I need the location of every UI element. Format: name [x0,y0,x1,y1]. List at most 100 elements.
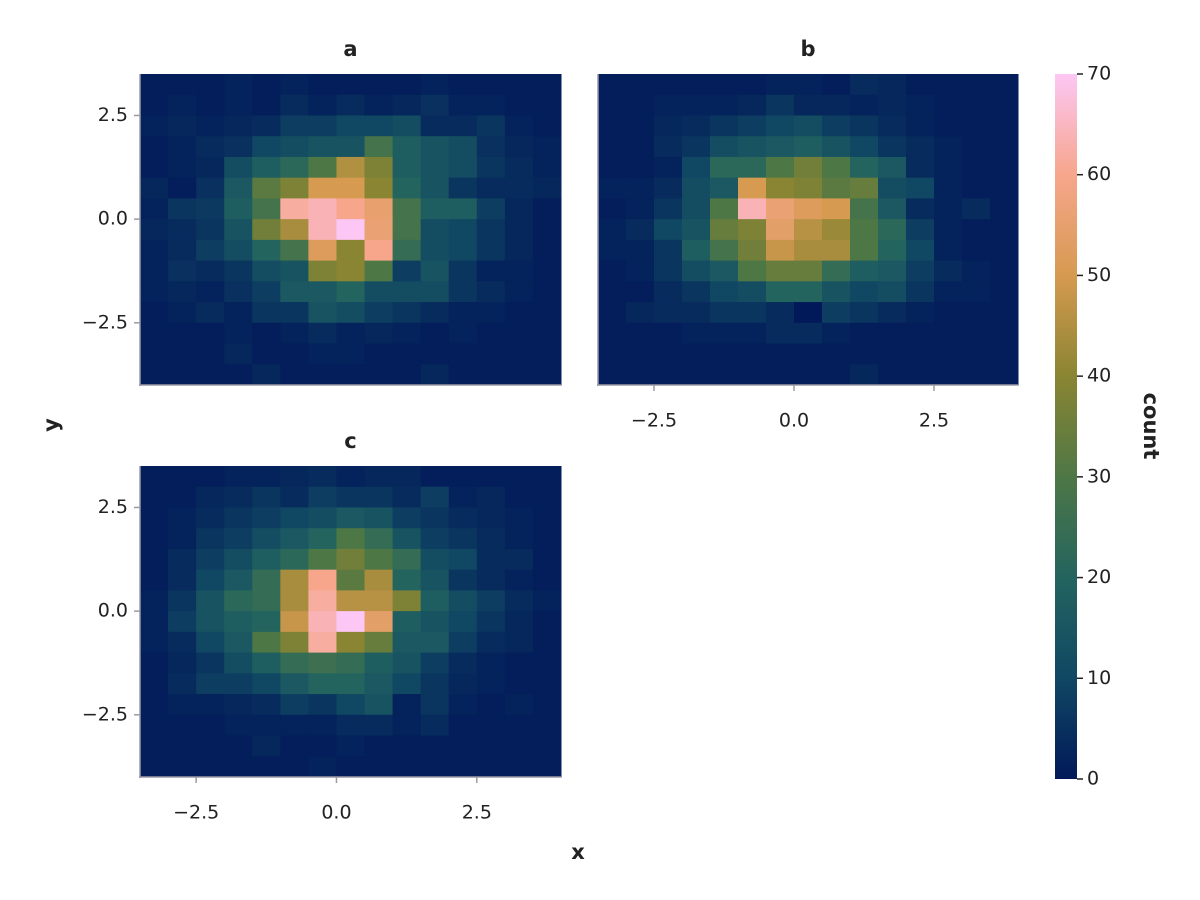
heatmap-cell [364,94,394,116]
heatmap-cell [448,343,478,365]
heatmap-cell [196,343,225,365]
heatmap-cell [392,94,422,116]
heatmap-cell [990,343,1019,365]
heatmap-cell [196,177,225,199]
heatmap-cell [962,156,991,179]
heatmap-cell [822,94,851,116]
heatmap-cell [280,198,309,220]
heatmap-cell [850,136,879,158]
heatmap-cell [476,694,506,716]
heatmap-cell [654,177,683,199]
x-axis-label: x [571,840,585,864]
heatmap-cell [336,115,366,137]
heatmap-cell [308,590,337,612]
heatmap-cell [598,343,627,365]
heatmap-cell [420,74,450,96]
heatmap-cell [280,694,309,716]
heatmap-cell [766,74,795,96]
heatmap-cell [336,219,366,241]
heatmap-cell [420,652,450,674]
heatmap-cell [140,590,169,612]
heatmap-cell [224,198,253,220]
heatmap-cell [532,198,562,220]
heatmap-cell [392,714,422,737]
heatmap-cell [280,631,309,654]
heatmap-cell [738,302,767,324]
heatmap-cell [280,219,309,241]
heatmap-cell [224,260,253,282]
heatmap-cell [710,281,739,303]
heatmap-cell [794,177,823,199]
heatmap-cell [252,528,281,550]
heatmap-cell [654,364,683,386]
heatmap-cell [710,94,739,116]
heatmap-cell [364,714,394,737]
heatmap-cell [738,260,767,282]
heatmap-cell [224,343,253,365]
heatmap-cell [654,302,683,324]
heatmap-cell [710,156,739,179]
heatmap-cell [308,756,337,778]
heatmap-cell [532,673,562,695]
x-tick-label: 0.0 [321,802,351,824]
heatmap-cell [168,260,197,282]
heatmap-cell [196,673,225,695]
colorbar-tick-label: 40 [1087,365,1111,387]
heatmap-cell [822,156,851,179]
heatmap-cell [532,136,562,158]
heatmap-cell [336,94,366,116]
heatmap-cell [448,631,478,654]
heatmap-cell [476,115,506,137]
heatmap-cell [196,714,225,737]
heatmap-cell [224,177,253,199]
heatmap-cell [476,548,506,571]
heatmap-cell [990,239,1019,262]
heatmap-cell [280,590,309,612]
heatmap-cell [794,281,823,303]
heatmap-cell [168,115,197,137]
heatmap-cell [906,198,935,220]
heatmap-cell [654,115,683,137]
heatmap-cell [476,156,506,179]
heatmap-cell [308,302,337,324]
heatmap-cell [598,260,627,282]
heatmap-cell [476,219,506,241]
heatmap-cell [392,177,422,199]
heatmap-cell [878,94,907,116]
heatmap-cell [448,590,478,612]
heatmap-cell [392,198,422,220]
heatmap-cell [308,281,337,303]
heatmap-cell [878,136,907,158]
heatmap-cell [906,219,935,241]
heatmap-cell [504,74,534,96]
heatmap-cell [196,281,225,303]
heatmap-cell [252,673,281,695]
heatmap-cell [196,611,225,633]
heatmap-cell [532,714,562,737]
heatmap-cell [710,115,739,137]
heatmap-cell [532,548,562,571]
heatmap-cell [336,735,366,757]
heatmap-cell [364,74,394,96]
heatmap-cell [420,239,450,262]
heatmap-cell [420,694,450,716]
heatmap-cell [682,94,711,116]
heatmap-cell [710,260,739,282]
heatmap-cell [794,302,823,324]
heatmap-cell [224,590,253,612]
heatmap-cell [252,219,281,241]
heatmap-cell [168,219,197,241]
heatmap-cell [682,136,711,158]
heatmap-cell [392,528,422,550]
heatmap-cell [308,569,337,591]
heatmap-cell [476,735,506,757]
heatmap-cell [420,528,450,550]
heatmap-cell [196,590,225,612]
heatmap-cell [196,239,225,262]
heatmap-cell [990,115,1019,137]
heatmap-cell [822,281,851,303]
heatmap-cell [850,74,879,96]
heatmap-cell [140,611,169,633]
heatmap-cell [364,528,394,550]
heatmap-cell [710,239,739,262]
